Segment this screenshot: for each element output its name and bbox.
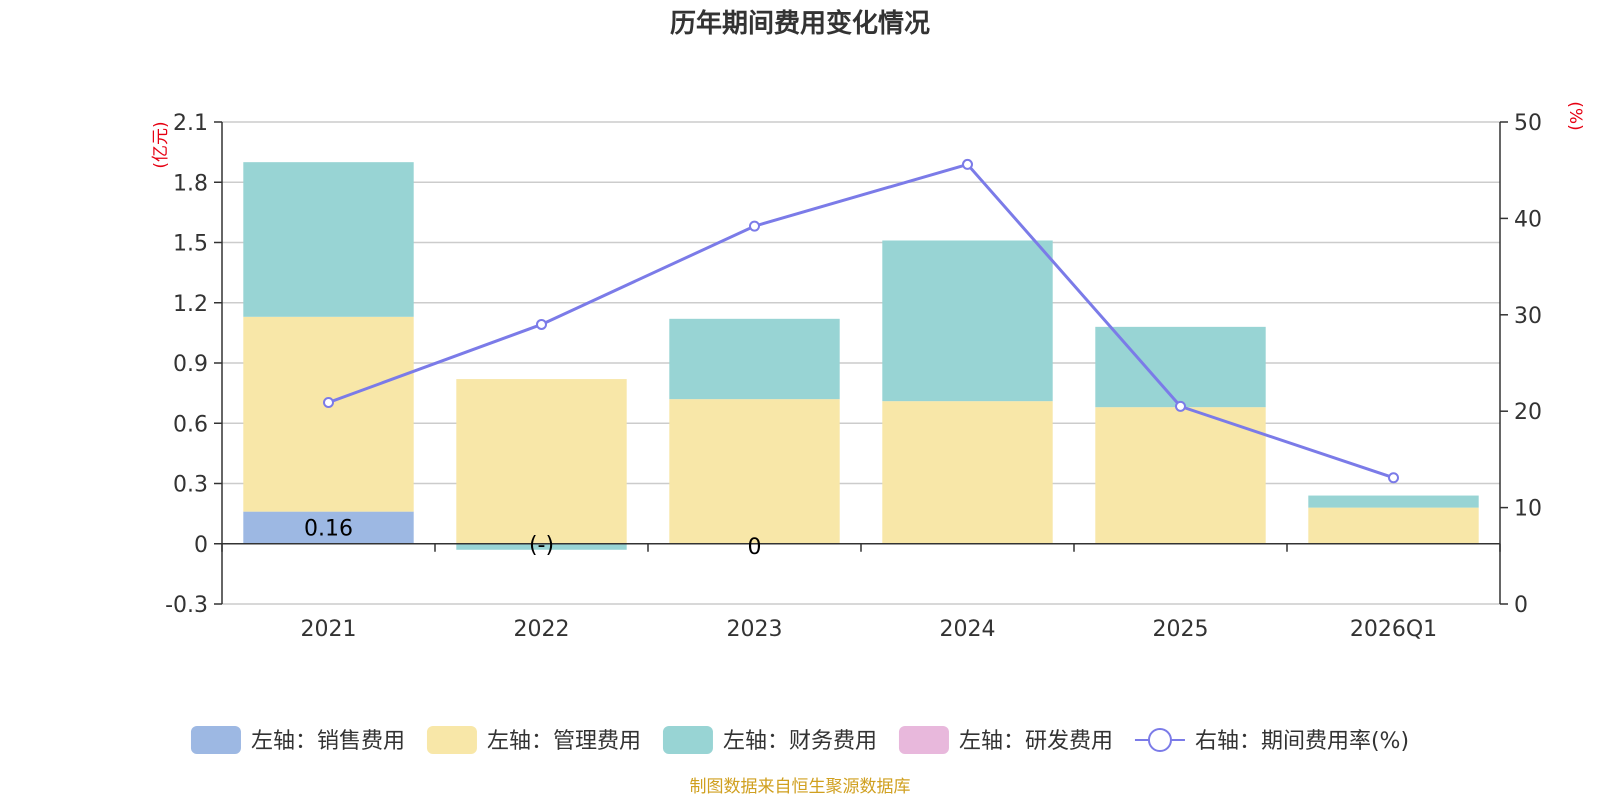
bar bbox=[243, 511, 414, 544]
data-labels: 0.16 (-) 0 bbox=[304, 517, 761, 560]
rate-line bbox=[327, 162, 1394, 480]
chart-title: 历年期间费用变化情况 bbox=[670, 8, 930, 39]
data-label: 0.16 bbox=[304, 517, 353, 542]
bar-series bbox=[243, 162, 1479, 550]
legend-swatch bbox=[662, 726, 713, 754]
legend-swatch bbox=[426, 726, 477, 754]
left-axis-tick-label: 2.1 bbox=[173, 111, 208, 136]
bar bbox=[243, 162, 414, 317]
rate-point bbox=[1175, 400, 1186, 412]
bar bbox=[669, 318, 840, 400]
left-axis-tick-label: 0 bbox=[194, 533, 208, 558]
left-axis-unit: (亿元) bbox=[151, 121, 171, 168]
left-axis-tick-label: 0.9 bbox=[173, 352, 208, 377]
category-label: 2026Q1 bbox=[1350, 617, 1437, 642]
legend: 左轴：销售费用 左轴：管理费用 左轴：财务费用 左轴：研发费用 右轴：期间费用率(%) bbox=[190, 726, 1409, 754]
bar bbox=[1095, 407, 1266, 544]
bar bbox=[243, 316, 414, 512]
left-axis-tick-label: -0.3 bbox=[165, 593, 208, 618]
left-axis-tick-label: 0.3 bbox=[173, 473, 208, 498]
legend-label: 右轴：期间费用率(%) bbox=[1195, 729, 1409, 754]
rate-point bbox=[323, 397, 334, 409]
rate-point bbox=[962, 158, 973, 170]
legend-label: 左轴：管理费用 bbox=[487, 729, 641, 754]
left-axis-tick-label: 0.6 bbox=[173, 412, 208, 437]
legend-label: 左轴：销售费用 bbox=[251, 729, 405, 754]
axes: -0.3 0 0.3 0.6 0.9 1.2 1.5 1.8 2.1 0 10 20 30 40 50 202… bbox=[165, 111, 1542, 642]
legend-marker bbox=[1147, 728, 1172, 752]
category-label: 2021 bbox=[301, 617, 357, 642]
left-axis-tick-label: 1.5 bbox=[173, 232, 208, 257]
legend-swatch bbox=[898, 726, 949, 754]
rate-line-series bbox=[323, 158, 1399, 484]
bar bbox=[669, 399, 840, 544]
right-axis-tick-label: 40 bbox=[1514, 207, 1542, 232]
data-label: 0 bbox=[748, 535, 762, 560]
legend-swatch bbox=[190, 726, 241, 754]
category-label: 2025 bbox=[1153, 617, 1209, 642]
left-axis-tick-label: 1.8 bbox=[173, 171, 208, 196]
right-axis-tick-label: 10 bbox=[1514, 497, 1542, 522]
right-axis-tick-label: 50 bbox=[1514, 111, 1542, 136]
left-axis-tick-label: 1.2 bbox=[173, 292, 208, 317]
bar bbox=[1308, 495, 1479, 508]
right-axis-unit: (%) bbox=[1565, 101, 1585, 130]
data-label: (-) bbox=[529, 533, 554, 558]
legend-label: 左轴：财务费用 bbox=[723, 729, 877, 754]
right-axis-tick-label: 0 bbox=[1514, 593, 1528, 618]
category-label: 2023 bbox=[727, 617, 783, 642]
bar bbox=[882, 401, 1053, 544]
category-label: 2024 bbox=[940, 617, 996, 642]
bar bbox=[882, 240, 1053, 402]
rate-point bbox=[536, 318, 547, 330]
category-label: 2022 bbox=[514, 617, 570, 642]
right-axis-tick-label: 20 bbox=[1514, 400, 1542, 425]
bar bbox=[456, 379, 627, 544]
source-note: 制图数据来自恒生聚源数据库 bbox=[690, 777, 911, 797]
bar bbox=[1308, 507, 1479, 544]
bar bbox=[456, 543, 627, 550]
legend-label: 左轴：研发费用 bbox=[959, 729, 1113, 754]
rate-point bbox=[749, 220, 760, 232]
right-axis-tick-label: 30 bbox=[1514, 304, 1542, 329]
rate-point bbox=[1388, 472, 1399, 484]
